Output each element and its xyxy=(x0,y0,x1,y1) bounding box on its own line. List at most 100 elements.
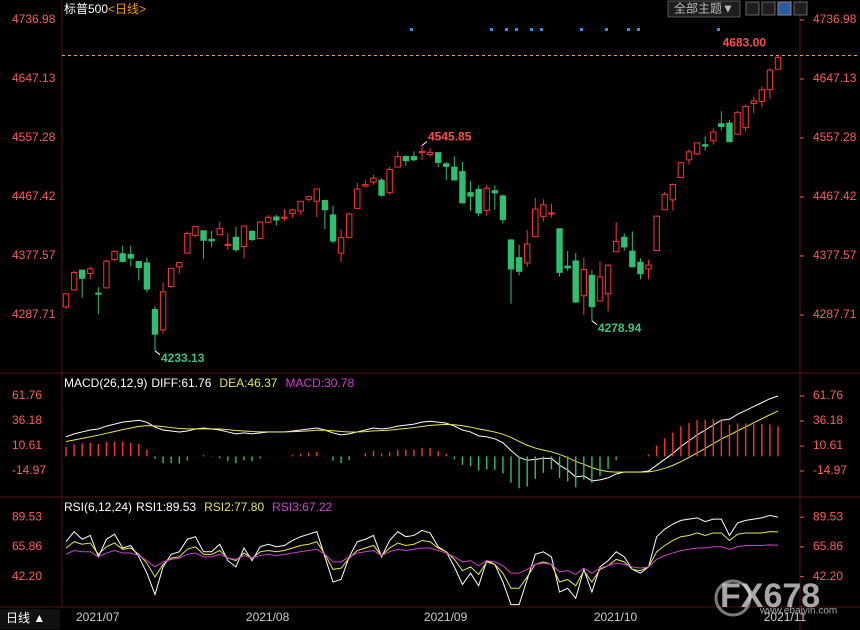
event-marker xyxy=(515,28,518,31)
candle-body xyxy=(200,230,207,241)
indicator-title: MACD(26,12,9) xyxy=(64,376,147,390)
x-tick-label: 2021/10 xyxy=(594,610,638,624)
y-tick-label: 89.53 xyxy=(813,509,843,523)
event-marker xyxy=(505,28,508,31)
theme-button-box[interactable] xyxy=(667,0,741,18)
candle-body xyxy=(459,171,466,204)
candle-body xyxy=(87,268,94,274)
watermark-logo-ring xyxy=(714,579,752,617)
candle-body xyxy=(596,276,604,302)
candle-body xyxy=(111,250,118,261)
candle-body xyxy=(483,187,490,211)
candle-body xyxy=(248,230,256,241)
candle-body xyxy=(78,269,86,279)
candle-body xyxy=(119,253,126,262)
candle-body xyxy=(143,262,151,290)
candle-body xyxy=(588,274,596,308)
theme-button-label[interactable]: 全部主题▼ xyxy=(674,1,734,16)
indicator-line xyxy=(65,395,779,482)
theme-button[interactable]: 全部主题▼ xyxy=(667,0,741,18)
y-tick-label: 61.76 xyxy=(813,388,843,402)
event-markers xyxy=(410,28,720,31)
candle-body xyxy=(451,166,458,181)
candle-body xyxy=(758,89,766,102)
y-tick-label: 65.86 xyxy=(813,539,843,553)
y-tick-label-left: 10.61 xyxy=(12,438,42,452)
candle-body xyxy=(224,243,232,246)
candle-body xyxy=(103,260,110,289)
candle-body xyxy=(240,225,248,248)
period-tab[interactable] xyxy=(0,609,60,629)
extreme-label: 4278.94 xyxy=(598,321,642,335)
candle-body xyxy=(402,156,410,162)
candle-body xyxy=(70,272,78,291)
candle-body xyxy=(127,253,134,259)
candle-body xyxy=(774,56,782,70)
candle-body xyxy=(693,142,701,155)
tool-icon[interactable] xyxy=(745,1,760,16)
candle-body xyxy=(256,221,264,240)
candle-body xyxy=(273,216,280,221)
tool-icon[interactable] xyxy=(793,1,808,16)
y-tick-label: 4736.98 xyxy=(813,12,857,26)
period-label: <日线> xyxy=(108,2,146,16)
candle-body xyxy=(370,177,377,183)
y-tick-label-left: 36.18 xyxy=(12,413,42,427)
candle-body xyxy=(467,192,474,197)
candle-body xyxy=(677,162,685,179)
extreme-pointer xyxy=(591,320,598,326)
candle-body xyxy=(572,260,579,303)
candle-body xyxy=(645,264,652,270)
extreme-pointer xyxy=(421,141,428,146)
candle-body xyxy=(313,188,321,202)
y-tick-label-left: 4647.13 xyxy=(12,71,56,85)
candle-body xyxy=(710,131,717,142)
candle-body xyxy=(701,144,709,147)
candle-body xyxy=(604,264,612,295)
candle-body xyxy=(418,150,426,154)
candle-body xyxy=(556,228,563,273)
candle-body xyxy=(426,151,434,156)
candle-body xyxy=(669,183,677,201)
tool-icon[interactable] xyxy=(777,1,792,16)
y-tick-label-left: 65.86 xyxy=(12,539,42,553)
candle-body xyxy=(443,163,450,167)
indicator-line xyxy=(65,531,779,589)
y-tick-label: 4287.71 xyxy=(813,307,857,321)
y-tick-label-left: 4557.28 xyxy=(12,130,56,144)
candle-body xyxy=(167,267,175,288)
y-tick-label: 42.20 xyxy=(813,569,843,583)
event-marker xyxy=(580,28,583,31)
candle-body xyxy=(151,309,159,335)
candle-body xyxy=(321,200,329,211)
event-marker xyxy=(540,28,543,31)
candle-body xyxy=(742,105,749,129)
candle-body xyxy=(192,226,199,236)
x-tick-label: 2021/07 xyxy=(76,610,120,624)
candle-body xyxy=(135,261,143,268)
y-tick-label: -14.97 xyxy=(813,463,847,477)
event-marker xyxy=(717,28,720,31)
candle-body xyxy=(726,122,733,143)
x-tick-label: 2021/09 xyxy=(424,610,468,624)
candle-body xyxy=(766,69,774,91)
indicator-title: RSI(6,12,24) xyxy=(64,500,132,514)
y-tick-label-left: 4287.71 xyxy=(12,307,56,321)
price-label: 4683.00 xyxy=(723,36,767,50)
y-tick-label-left: -14.97 xyxy=(12,463,46,477)
candle-body xyxy=(750,100,757,104)
candle-body xyxy=(184,233,191,254)
candle-body xyxy=(499,195,507,221)
y-tick-label-left: 61.76 xyxy=(12,388,42,402)
indicator-line xyxy=(65,410,779,473)
period-tab-label[interactable]: 日线 ▲ xyxy=(6,611,45,625)
event-marker xyxy=(637,28,640,31)
tool-icon[interactable] xyxy=(761,1,776,16)
candle-body xyxy=(362,184,369,187)
indicator-line xyxy=(65,514,779,606)
y-tick-label: 4557.28 xyxy=(813,130,857,144)
x-tick-label: 2021/11 xyxy=(764,610,807,624)
candle-body xyxy=(297,200,304,212)
candle-body xyxy=(208,238,215,242)
